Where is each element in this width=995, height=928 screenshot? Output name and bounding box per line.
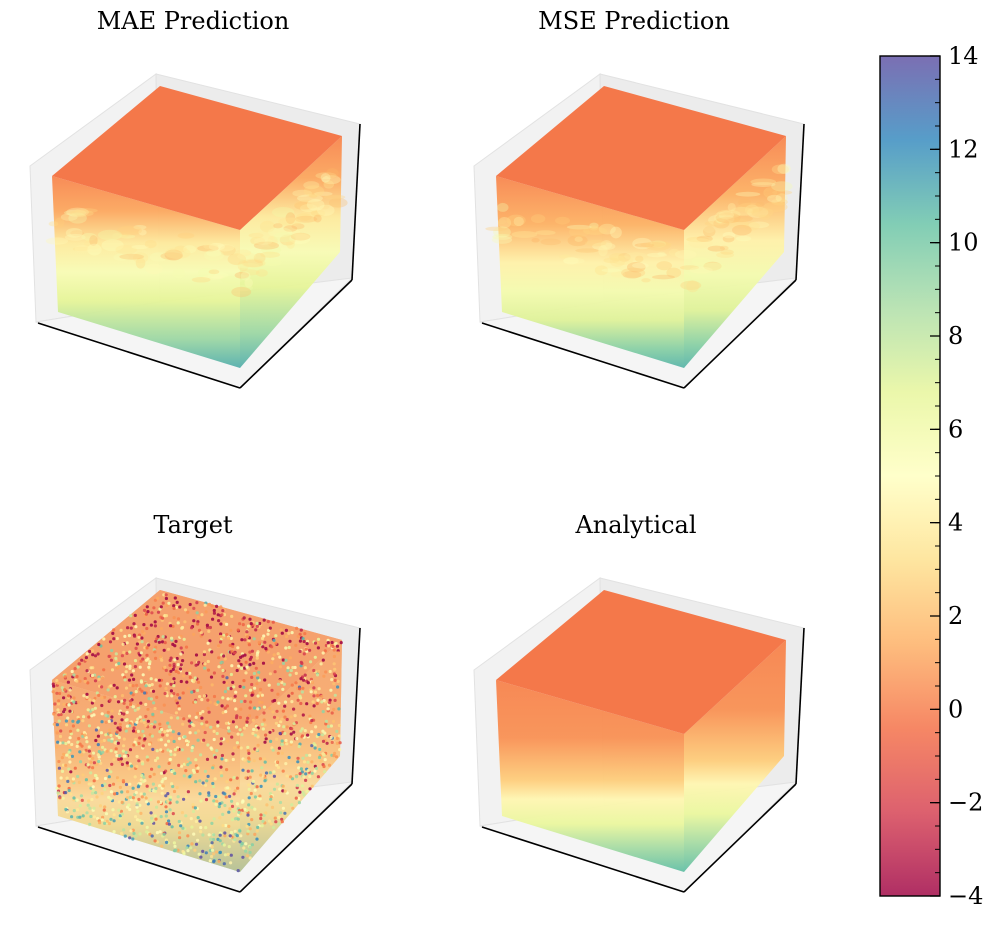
axis-line [683, 279, 797, 389]
panels: MAE Prediction MSE Prediction Target Analyt… [29, 7, 805, 893]
colorbar-tick-label: −2 [948, 789, 983, 817]
colorbar-tick-label: 8 [948, 322, 963, 350]
cube-side-front-right [240, 136, 342, 368]
cube-side-front-left [52, 176, 240, 368]
axis-line [37, 826, 241, 893]
noise-blobs [45, 168, 348, 298]
axis-line [481, 322, 685, 389]
cube-top [496, 86, 786, 230]
cube-top [52, 86, 342, 230]
axis-line [795, 627, 805, 785]
colorbar-tick-label: 10 [948, 229, 979, 257]
panel-analytical: Analytical [473, 511, 805, 893]
colorbar-tick-label: 12 [948, 135, 979, 163]
colorbar-tick-label: 2 [948, 602, 963, 630]
axis-line [351, 627, 361, 785]
panel-title: Analytical [574, 511, 696, 539]
cube-side-front-right [684, 640, 786, 872]
colorbar-tick-label: 4 [948, 509, 963, 537]
axis-line [481, 826, 685, 893]
cube-side-front-left [496, 176, 684, 368]
colorbar-tick-label: 0 [948, 695, 963, 723]
panel-title: MAE Prediction [97, 7, 290, 35]
axis-line [683, 783, 797, 893]
cube-side-front-left [496, 680, 684, 872]
colorbar-tick-label: −4 [948, 882, 983, 910]
panel-title: Target [153, 511, 232, 539]
panel-mse-prediction: MSE Prediction [473, 7, 805, 389]
axis-line [239, 783, 353, 893]
colorbar: −4 −2 0 2 4 6 8 10 12 14 [879, 42, 983, 910]
axis-line [795, 123, 805, 281]
noise-points [51, 590, 343, 873]
cube-top [496, 590, 786, 734]
noise-blobs [485, 163, 793, 293]
colorbar-tick-label: 14 [948, 42, 979, 70]
colorbar-tick-label: 6 [948, 415, 963, 443]
axis-line [351, 123, 361, 281]
panel-target: Target [29, 511, 361, 893]
panel-title: MSE Prediction [538, 7, 730, 35]
colorbar-gradient [880, 56, 940, 896]
panel-mae-prediction: MAE Prediction [29, 7, 361, 389]
cube-side-front-right [684, 136, 786, 368]
axis-line [37, 322, 241, 389]
axis-line [239, 279, 353, 389]
